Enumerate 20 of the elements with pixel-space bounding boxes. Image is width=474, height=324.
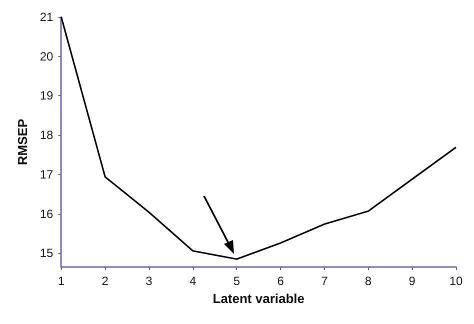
x-tick-label: 4 xyxy=(189,274,196,288)
x-tick-label: 2 xyxy=(102,274,109,288)
y-tick-label: 21 xyxy=(40,10,54,24)
y-tick-label: 19 xyxy=(40,88,54,103)
x-tick-label: 9 xyxy=(408,274,416,288)
x-tick-label: 7 xyxy=(321,274,328,288)
x-tick-label: 8 xyxy=(364,274,372,288)
y-axis-title: RMSEP xyxy=(15,118,30,166)
line-series xyxy=(60,16,457,260)
y-tick-label: 18 xyxy=(40,128,54,142)
y-tick-label: 16 xyxy=(40,206,54,221)
x-tick-label: 5 xyxy=(233,274,240,288)
y-tick-label: 20 xyxy=(40,49,54,64)
x-tick-label: 6 xyxy=(277,274,284,288)
x-axis-title: Latent variable xyxy=(212,290,305,306)
x-tick-label: 3 xyxy=(146,274,153,288)
y-tick-label: 17 xyxy=(40,167,54,182)
x-tick-label: 10 xyxy=(449,274,463,288)
x-tick-label: 1 xyxy=(58,274,65,288)
y-tick-label: 15 xyxy=(40,246,54,260)
